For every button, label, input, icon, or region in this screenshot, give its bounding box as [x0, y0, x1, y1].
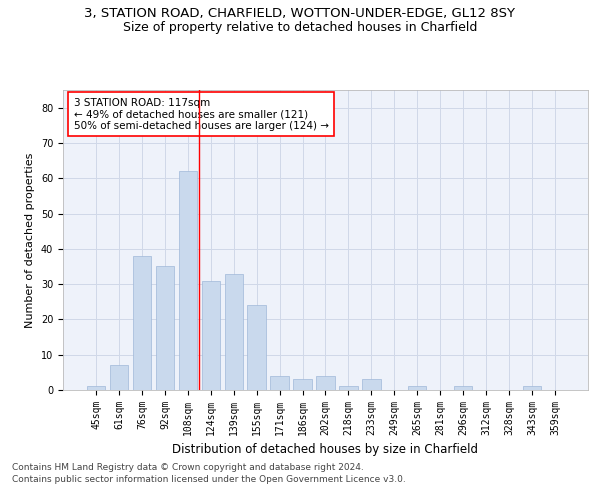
Text: Contains HM Land Registry data © Crown copyright and database right 2024.: Contains HM Land Registry data © Crown c… [12, 462, 364, 471]
X-axis label: Distribution of detached houses by size in Charfield: Distribution of detached houses by size … [173, 444, 479, 456]
Bar [247, 306, 266, 390]
Bar [271, 376, 289, 390]
Y-axis label: Number of detached properties: Number of detached properties [25, 152, 35, 328]
Text: 3 STATION ROAD: 117sqm
← 49% of detached houses are smaller (121)
50% of semi-de: 3 STATION ROAD: 117sqm ← 49% of detached… [74, 98, 329, 130]
Bar [202, 280, 220, 390]
Text: 3, STATION ROAD, CHARFIELD, WOTTON-UNDER-EDGE, GL12 8SY: 3, STATION ROAD, CHARFIELD, WOTTON-UNDER… [85, 8, 515, 20]
Bar [133, 256, 151, 390]
Bar [293, 380, 312, 390]
Bar [224, 274, 243, 390]
Bar [179, 171, 197, 390]
Bar [454, 386, 472, 390]
Text: Size of property relative to detached houses in Charfield: Size of property relative to detached ho… [123, 21, 477, 34]
Text: Contains public sector information licensed under the Open Government Licence v3: Contains public sector information licen… [12, 475, 406, 484]
Bar [156, 266, 174, 390]
Bar [362, 380, 380, 390]
Bar [87, 386, 105, 390]
Bar [408, 386, 427, 390]
Bar [523, 386, 541, 390]
Bar [339, 386, 358, 390]
Bar [110, 366, 128, 390]
Bar [316, 376, 335, 390]
